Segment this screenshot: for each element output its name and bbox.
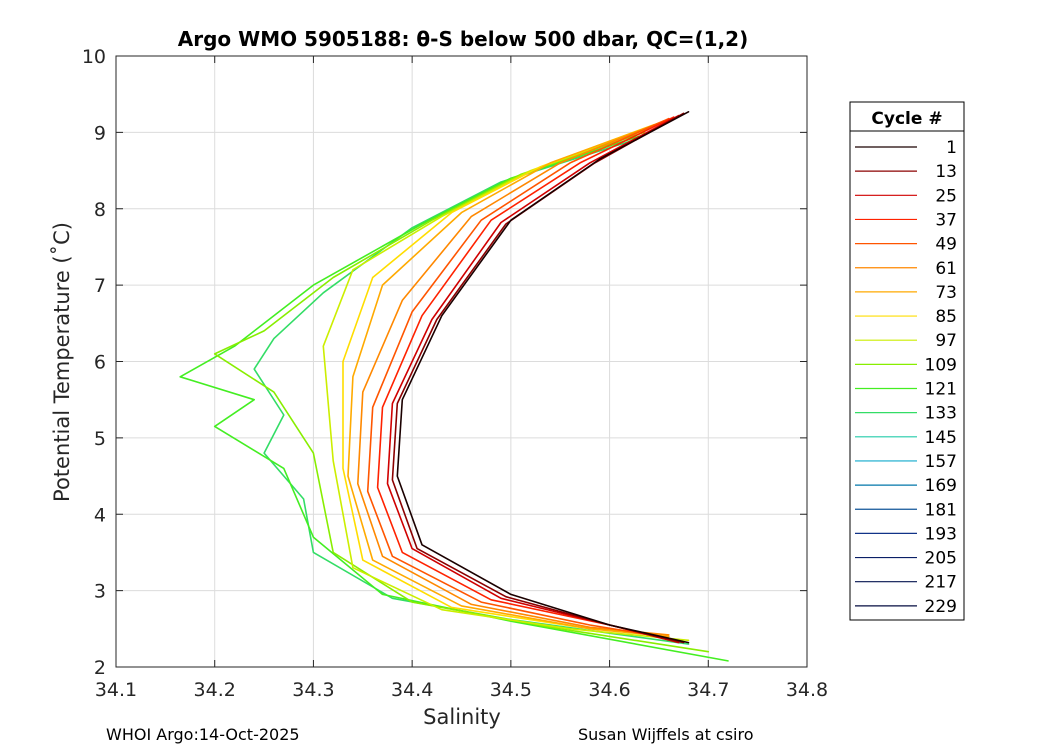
x-tick-label: 34.2 [194, 679, 236, 701]
x-tick-label: 34.8 [786, 679, 828, 701]
series-line-cycle-97 [322, 127, 690, 642]
legend-label: 109 [925, 355, 957, 375]
x-axis-label: Salinity [423, 705, 501, 729]
x-tick-label: 34.7 [687, 679, 729, 701]
x-tick-label: 34.1 [95, 679, 137, 701]
legend-label: 49 [935, 235, 957, 255]
series-layer [179, 111, 729, 662]
y-tick-label: 4 [94, 504, 106, 526]
legend-label: 157 [925, 452, 957, 472]
y-tick-label: 3 [94, 581, 106, 603]
y-tick-label: 7 [94, 275, 106, 297]
series-line-cycle-133 [253, 139, 690, 645]
legend-title: Cycle # [871, 109, 942, 129]
y-tick-label: 10 [82, 46, 106, 68]
legend-label: 205 [925, 549, 957, 569]
legend-label: 133 [925, 404, 957, 424]
footer-left: WHOI Argo:14-Oct-2025 [106, 725, 300, 744]
y-tick-label: 8 [94, 199, 106, 221]
legend-label: 229 [925, 597, 957, 617]
legend-label: 61 [935, 259, 957, 279]
legend-label: 181 [925, 500, 957, 520]
series-line-cycle-25 [386, 114, 680, 644]
y-tick-label: 2 [94, 657, 106, 679]
series-line-cycle-85 [342, 123, 670, 638]
legend-label: 145 [925, 428, 957, 448]
series-line-cycle-121 [179, 135, 729, 662]
legend-label: 13 [935, 162, 957, 182]
series-line-cycle-37 [376, 116, 680, 643]
series-line-cycle-49 [366, 117, 670, 639]
x-tick-label: 34.3 [292, 679, 334, 701]
x-tick-label: 34.5 [490, 679, 532, 701]
axis-ticks [115, 55, 808, 668]
x-tick-labels: 34.1 34.2 34.3 34.4 34.5 34.6 34.7 34.8 [95, 679, 828, 701]
y-tick-label: 9 [94, 122, 106, 144]
legend-label: 121 [925, 380, 957, 400]
y-tick-label: 5 [94, 428, 106, 450]
plot-area [115, 55, 808, 668]
x-tick-label: 34.6 [588, 679, 630, 701]
legend-label: 85 [935, 307, 957, 327]
legend-items: 1 13 25 37 49 61 73 85 97 109 121 133 145 157 169 181 19… [855, 138, 957, 617]
chart-title: Argo WMO 5905188: θ-S below 500 dbar, QC… [178, 27, 748, 51]
legend-label: 1 [946, 138, 957, 158]
legend-label: 217 [925, 573, 957, 593]
series-line-cycle-61 [357, 120, 670, 636]
legend: Cycle # 1 13 25 37 49 61 73 85 97 109 121 133 145 157… [849, 101, 965, 621]
footer-right: Susan Wijffels at csiro [578, 725, 754, 744]
legend-label: 73 [935, 283, 957, 303]
y-tick-labels: 2 3 4 5 6 7 8 9 10 [82, 46, 106, 679]
series-line-cycle-1 [396, 111, 690, 644]
legend-label: 37 [935, 210, 957, 230]
y-axis-label: Potential Temperature (˚C) [50, 222, 74, 502]
legend-label: 25 [935, 186, 957, 206]
x-tick-label: 34.4 [391, 679, 433, 701]
legend-label: 169 [925, 476, 957, 496]
legend-label: 193 [925, 524, 957, 544]
y-tick-label: 6 [94, 352, 106, 374]
legend-label: 97 [935, 331, 957, 351]
series-line-cycle-73 [347, 122, 670, 638]
